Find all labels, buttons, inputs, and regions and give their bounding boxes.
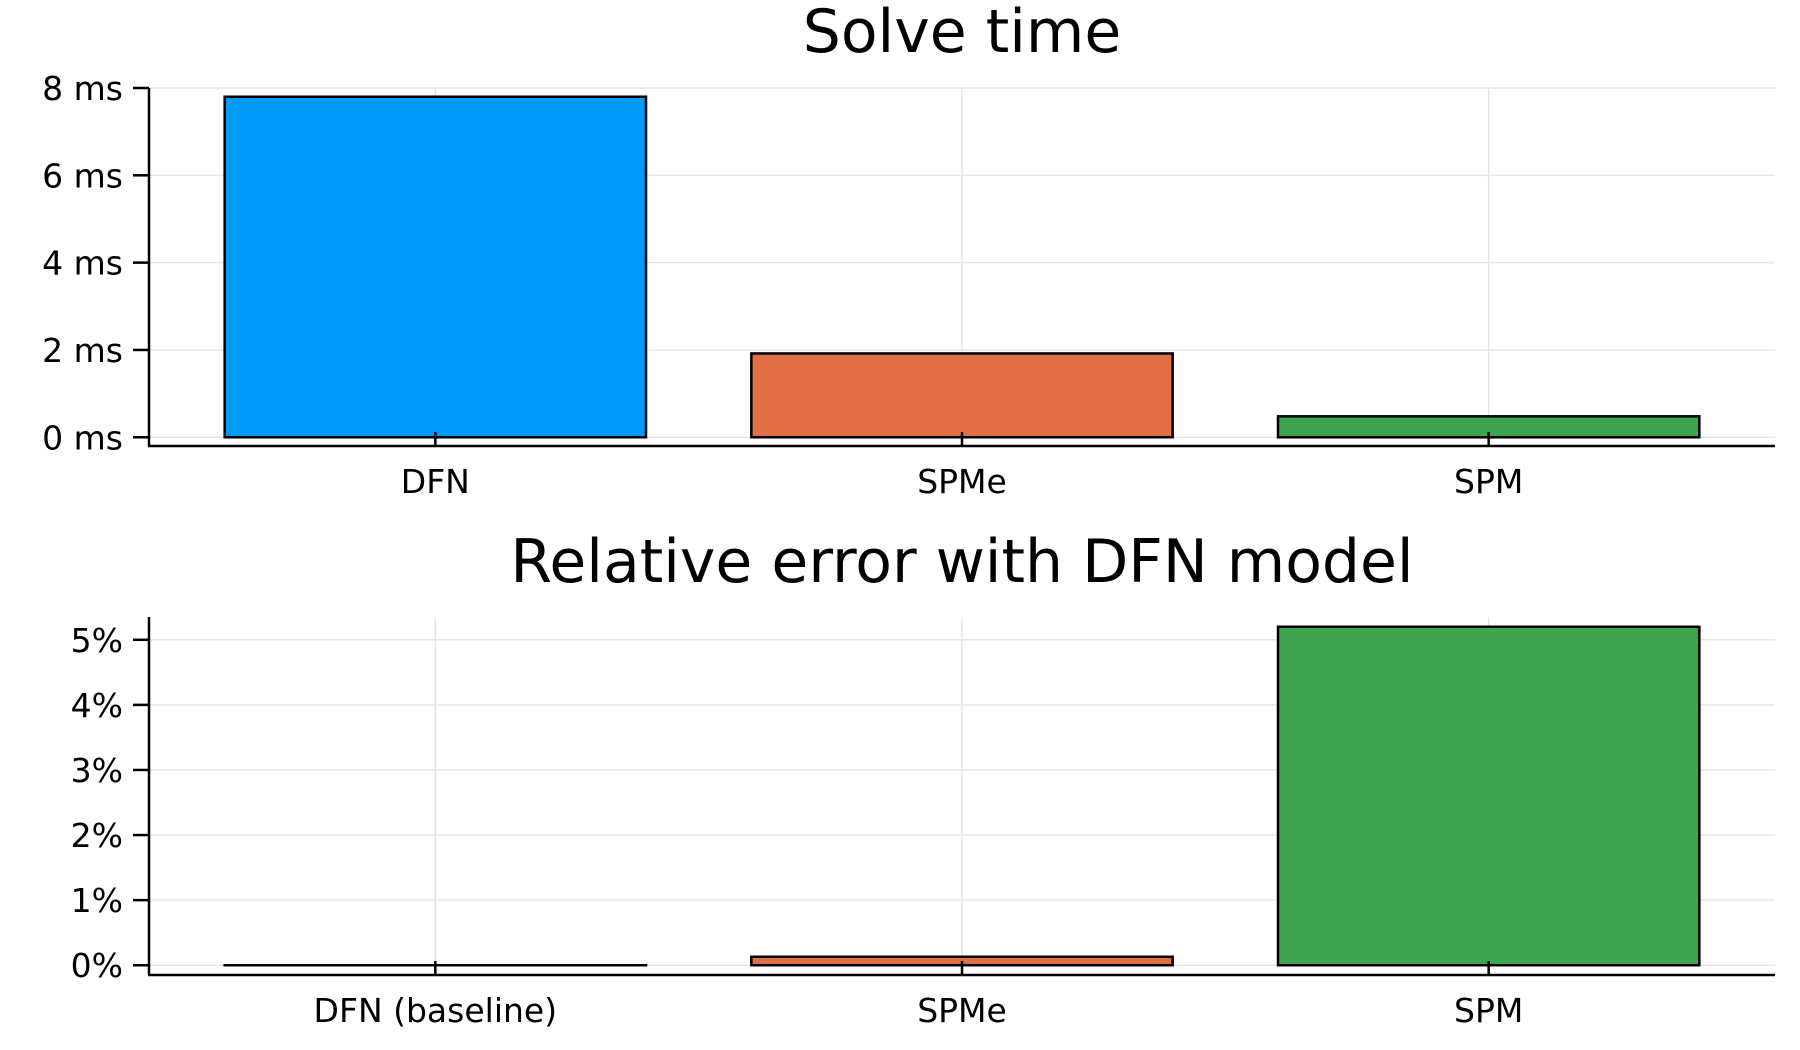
chart-title: Solve time [803, 0, 1122, 67]
y-tick-label: 4% [71, 686, 123, 725]
x-tick-label: DFN [401, 462, 470, 501]
y-ticks: 0% 1% 2% 3% 4% 5% [71, 621, 149, 985]
x-tick-label: SPMe [917, 462, 1007, 501]
y-tick-label: 0% [71, 946, 123, 985]
x-tick-label: DFN (baseline) [314, 991, 558, 1030]
x-tick-label: SPMe [917, 991, 1007, 1030]
relative-error-chart: Relative error with DFN model 0% 1% 2% 3% 4%… [71, 527, 1775, 1030]
bar-dfn [223, 95, 648, 439]
y-tick-label: 3% [71, 751, 123, 790]
solve-time-chart: Solve time 0 ms 2 ms 4 ms 6 ms 8 ms DFN SPMe SP… [42, 0, 1775, 501]
chart-title: Relative error with DFN model [510, 527, 1413, 597]
bar-spme [750, 352, 1174, 439]
y-ticks: 0 ms 2 ms 4 ms 6 ms 8 ms [42, 69, 149, 457]
y-tick-label: 0 ms [42, 418, 123, 457]
y-tick-label: 6 ms [42, 156, 123, 195]
x-ticks: DFN SPMe SPM [401, 432, 1523, 501]
y-tick-label: 1% [71, 881, 123, 920]
y-tick-label: 8 ms [42, 69, 123, 108]
x-tick-label: SPM [1454, 991, 1523, 1030]
x-ticks: DFN (baseline) SPMe SPM [314, 961, 1523, 1030]
bar-spm [1276, 625, 1701, 967]
x-tick-label: SPM [1454, 462, 1523, 501]
bars [223, 95, 1701, 439]
y-tick-label: 4 ms [42, 244, 123, 283]
y-tick-label: 5% [71, 621, 123, 660]
y-tick-label: 2% [71, 816, 123, 855]
y-tick-label: 2 ms [42, 331, 123, 370]
bars [223, 625, 1701, 967]
